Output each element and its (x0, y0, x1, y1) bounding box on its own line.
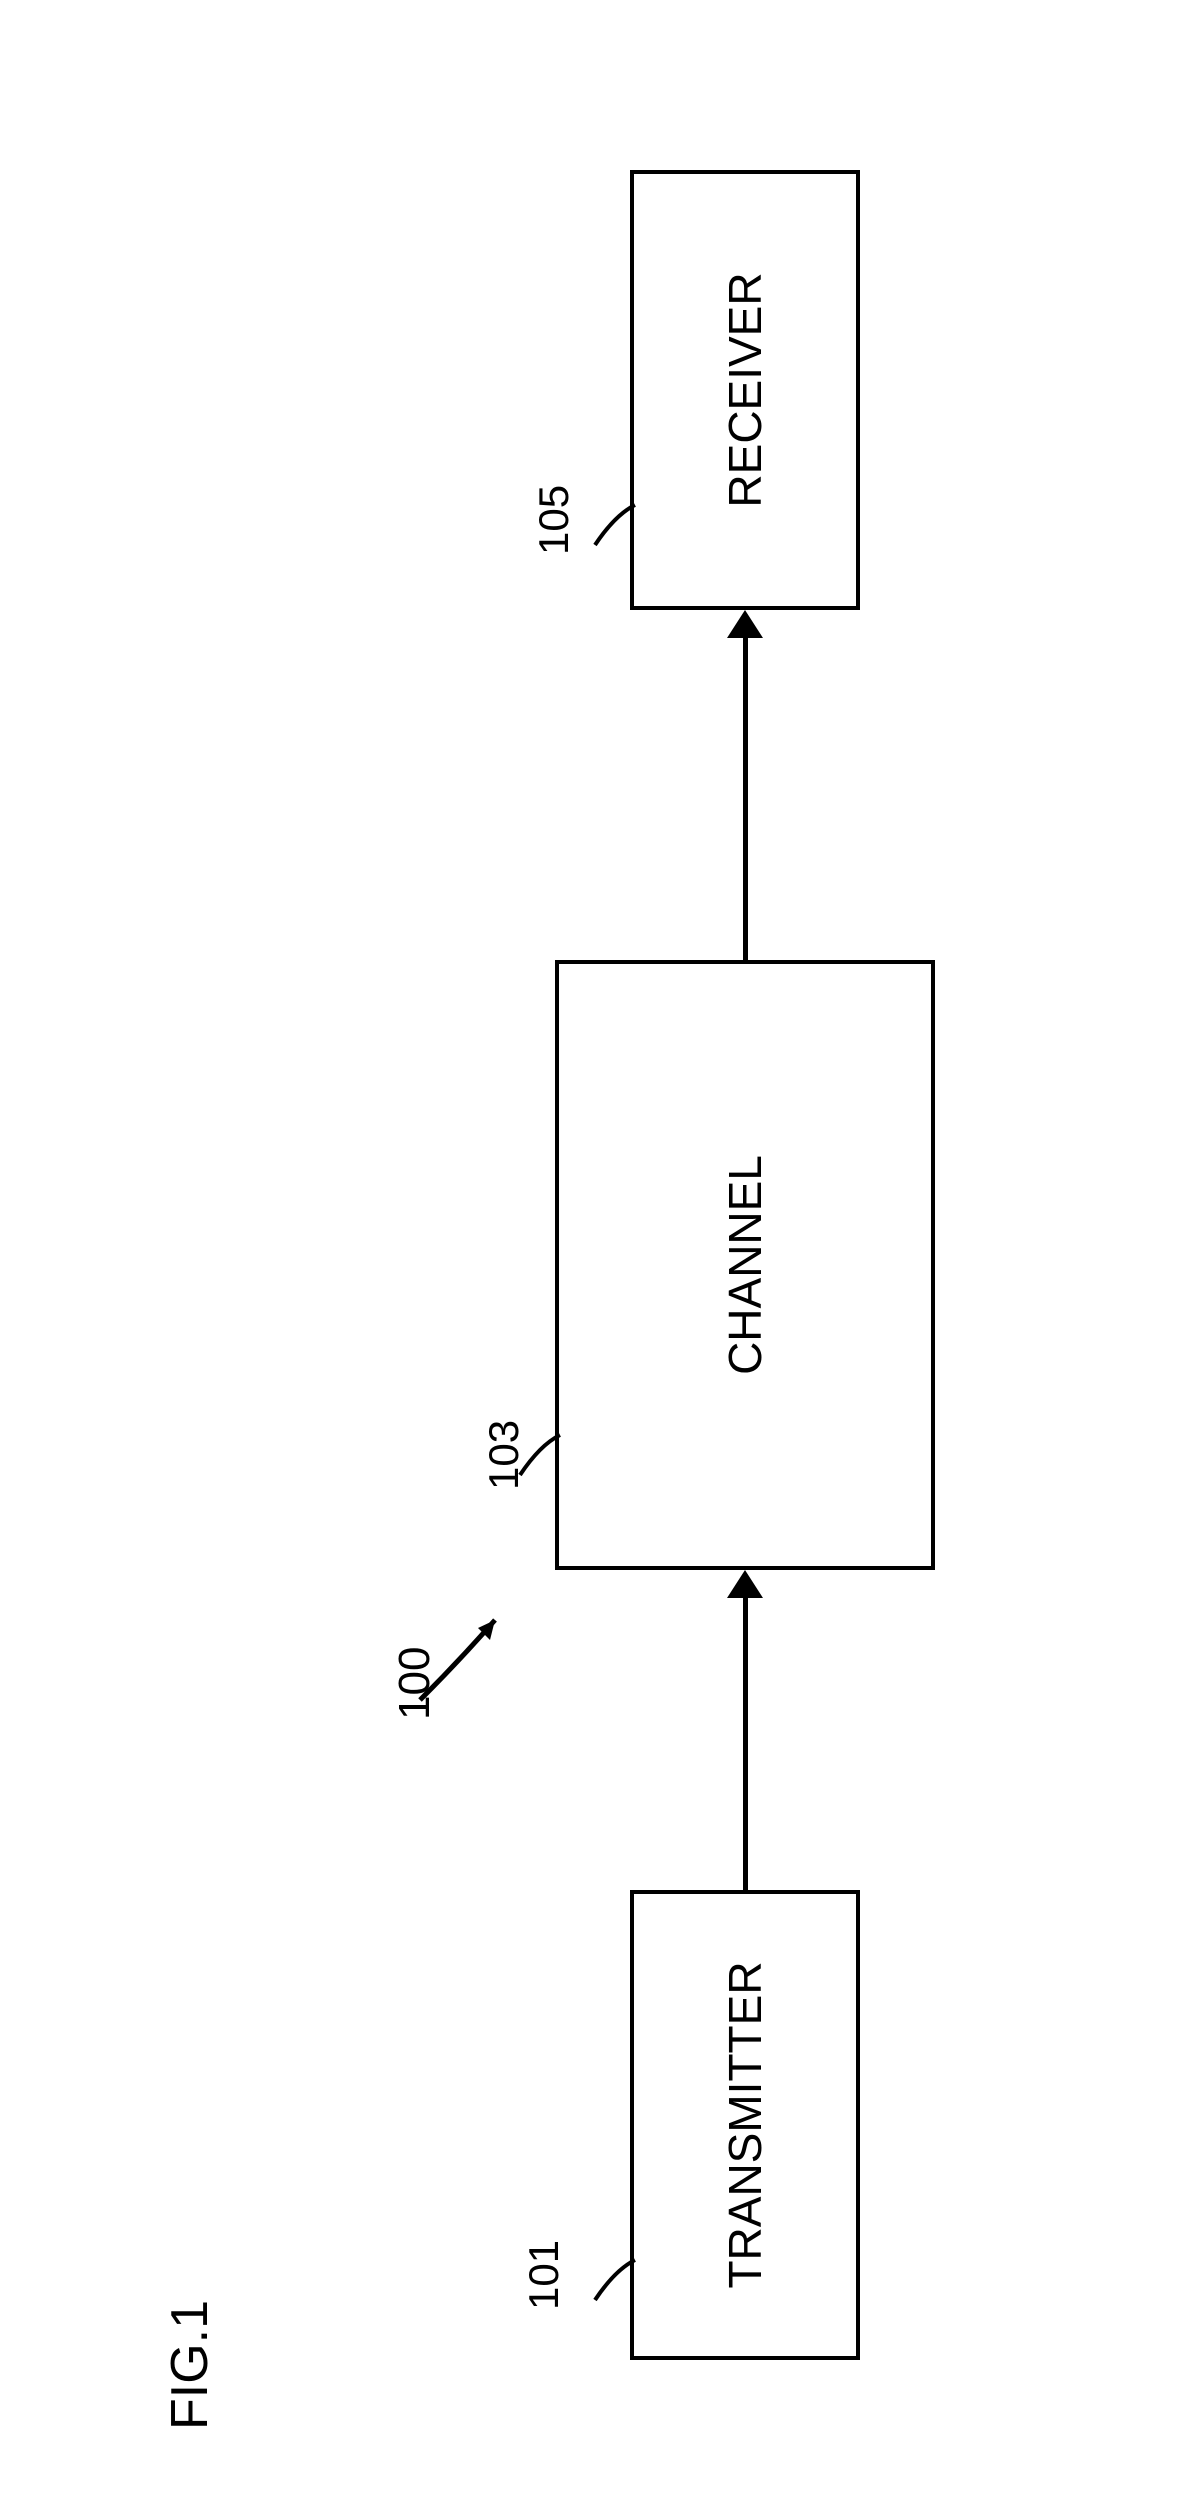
channel-label: CHANNEL (718, 1155, 772, 1375)
diagram-canvas: FIG.1 100 TRANSMITTER 101 CHANNEL 103 RE… (0, 0, 1188, 2512)
figure-title: FIG.1 (160, 2300, 220, 2430)
transmitter-label: TRANSMITTER (718, 1961, 772, 2288)
transmitter-ref: 101 (520, 2240, 568, 2310)
channel-ref-tick (510, 1425, 570, 1485)
arrow-channel-receiver (743, 638, 748, 960)
transmitter-ref-tick (585, 2250, 645, 2310)
receiver-ref-tick (585, 495, 645, 555)
receiver-label: RECEIVER (718, 272, 772, 507)
receiver-ref: 105 (530, 485, 578, 555)
arrow-channel-receiver-head (727, 610, 763, 638)
arrow-transmitter-channel-head (727, 1570, 763, 1598)
system-ref-arrow (400, 1590, 520, 1710)
arrow-transmitter-channel (743, 1598, 748, 1890)
